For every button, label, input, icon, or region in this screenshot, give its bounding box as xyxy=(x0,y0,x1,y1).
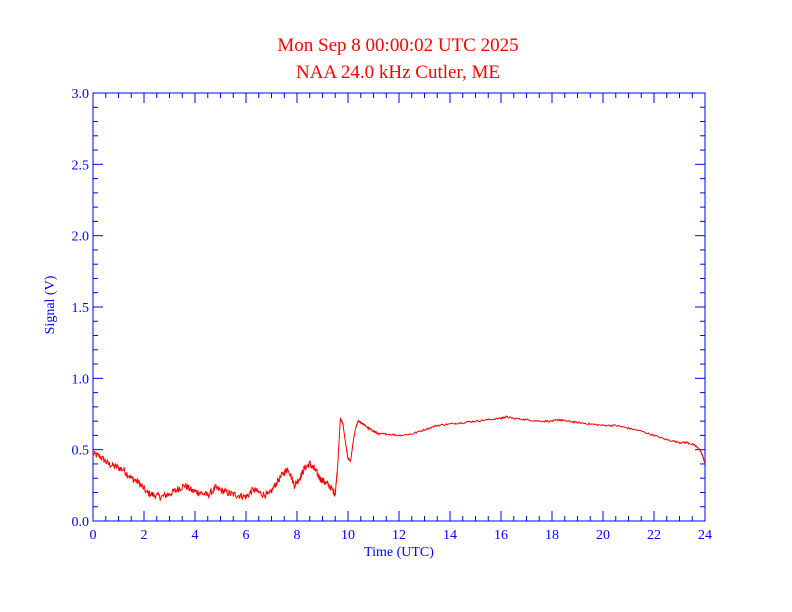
x-tick-label: 10 xyxy=(341,528,355,543)
x-tick-label: 18 xyxy=(545,528,559,543)
x-tick-label: 12 xyxy=(392,528,406,543)
axis-ticks xyxy=(92,92,706,522)
y-tick-label: 0.5 xyxy=(72,444,90,459)
y-tick-label: 1.0 xyxy=(72,372,90,387)
x-tick-label: 0 xyxy=(90,528,97,543)
y-tick-label: 0.0 xyxy=(72,515,90,530)
y-axis-label: Signal (V) xyxy=(43,275,58,334)
x-tick-label: 6 xyxy=(243,528,250,543)
y-tick-label: 1.5 xyxy=(72,301,90,316)
chart-title: Mon Sep 8 00:00:02 UTC 2025 xyxy=(277,35,518,56)
y-tick-label: 2.0 xyxy=(72,230,90,245)
x-tick-label: 16 xyxy=(494,528,508,543)
x-tick-label: 4 xyxy=(192,528,199,543)
x-tick-label: 2 xyxy=(141,528,148,543)
y-tick-label: 3.0 xyxy=(72,87,90,102)
x-tick-label: 14 xyxy=(443,528,457,543)
x-tick-labels: 0 2 4 6 8 10 12 14 16 18 20 22 24 xyxy=(90,528,713,543)
x-tick-label: 22 xyxy=(647,528,661,543)
chart-subtitle: NAA 24.0 kHz Cutler, ME xyxy=(296,62,500,83)
y-tick-label: 2.5 xyxy=(72,158,90,173)
x-axis-label: Time (UTC) xyxy=(364,545,434,560)
x-tick-label: 20 xyxy=(596,528,610,543)
x-tick-label: 8 xyxy=(294,528,301,543)
x-tick-label: 24 xyxy=(698,528,712,543)
y-tick-labels: 0.0 0.5 1.0 1.5 2.0 2.5 3.0 xyxy=(72,87,90,530)
signal-series-line xyxy=(92,415,706,502)
plot-frame xyxy=(92,92,706,522)
